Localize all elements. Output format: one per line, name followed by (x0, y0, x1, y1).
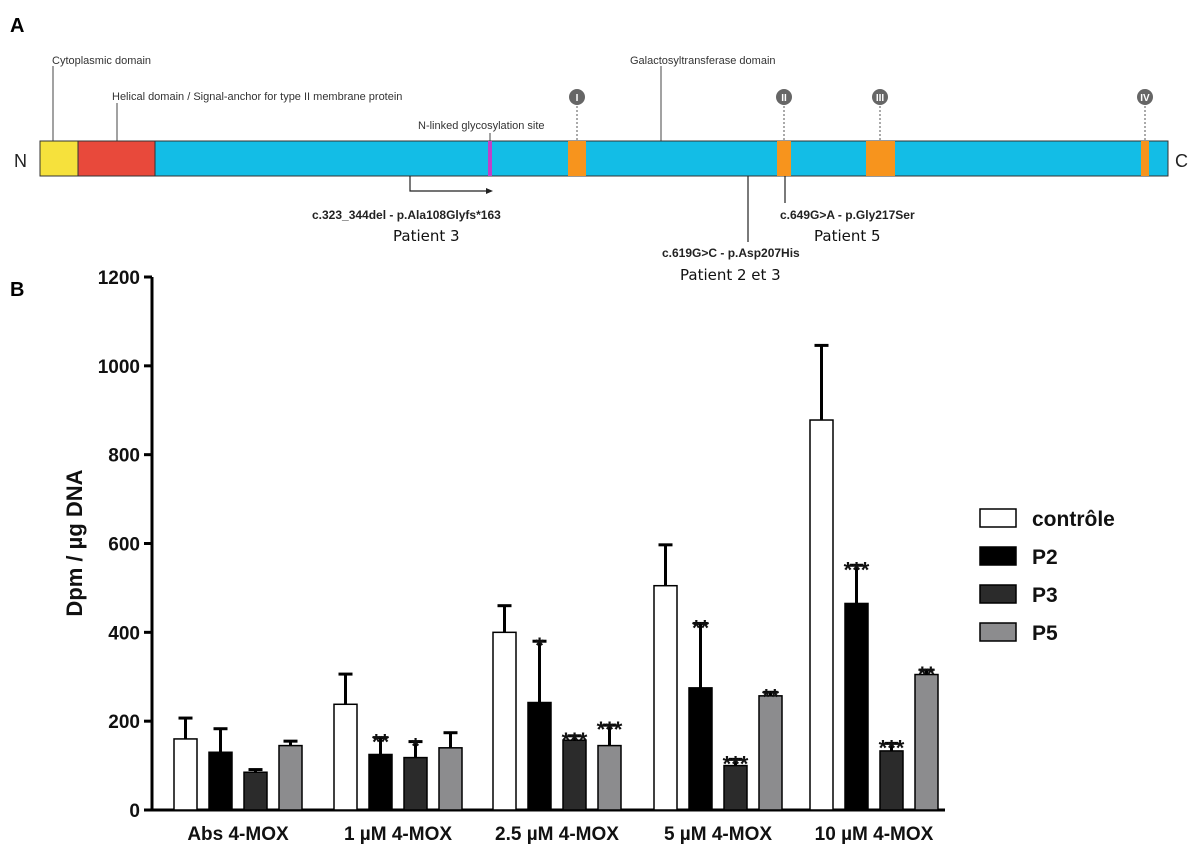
motif-iii-circle (872, 89, 888, 105)
helical-segment (77, 140, 156, 177)
legend-label: contrôle (1032, 508, 1115, 531)
bar (879, 750, 904, 811)
legend-swatch (979, 622, 1017, 642)
mutation-1-patient: Patient 3 (393, 227, 460, 245)
galactosyl-domain-label: Galactosyltransferase domain (630, 55, 776, 67)
cytoplasmic-segment (39, 140, 79, 177)
y-tick-label: 400 (108, 623, 140, 644)
bar (527, 701, 552, 811)
bar (438, 747, 463, 811)
deletion-arrow-head (486, 188, 493, 194)
panel-b-letter: B (10, 279, 24, 301)
chart-legend: contrôle P2 P3 P5 (979, 508, 1115, 645)
legend-swatch (979, 584, 1017, 604)
legend-label: P2 (1032, 546, 1058, 569)
motif-i-circle (569, 89, 585, 105)
y-tick-label: 1200 (98, 268, 140, 289)
motif-iv-segment (1141, 141, 1149, 176)
n-terminus-label: N (14, 151, 27, 171)
panel-b: B Dpm / µg DNA 0 200 400 600 800 1000 1200 Abs … (10, 268, 1115, 845)
bar (492, 631, 517, 811)
significance-label: ** (762, 684, 780, 709)
c-terminus-label: C (1175, 151, 1188, 171)
mutation-2-label: c.619G>C - p.Asp207His (662, 246, 800, 260)
motif-iii-label: III (876, 93, 885, 104)
motif-i-segment (568, 141, 586, 176)
bar (723, 764, 748, 811)
bar (758, 695, 783, 811)
motif-ii-circle (776, 89, 792, 105)
bar (208, 751, 233, 811)
significance-label: ** (372, 730, 390, 755)
x-category-label: 10 µM 4-MOX (815, 824, 934, 845)
bar (333, 703, 358, 811)
mutation-3-label: c.649G>A - p.Gly217Ser (780, 208, 915, 222)
mutation-annotations: c.323_344del - p.Ala108Glyfs*163 Patient… (312, 176, 915, 284)
panel-a: A Cytoplasmic domain Helical domain / Si… (10, 15, 1188, 284)
bar (243, 771, 268, 811)
bar (914, 673, 939, 811)
motif-iv-label: IV (1140, 93, 1150, 104)
bar (653, 584, 678, 811)
significance-label: *** (879, 735, 905, 760)
legend-label: P3 (1032, 584, 1058, 607)
x-category-label: 1 µM 4-MOX (344, 824, 452, 845)
bar (809, 419, 834, 811)
motif-markers: I II III IV (569, 89, 1153, 141)
glyco-site-label: N-linked glycosylation site (418, 120, 545, 132)
panel-a-letter: A (10, 15, 24, 37)
bar (688, 687, 713, 811)
bar (278, 744, 303, 811)
bar (368, 753, 393, 811)
significance-label: *** (723, 751, 749, 776)
legend-swatch (979, 508, 1017, 528)
motif-ii-label: II (781, 93, 787, 104)
y-axis-label: Dpm / µg DNA (62, 469, 87, 616)
significance-label: * (411, 734, 420, 759)
helical-domain-label: Helical domain / Signal-anchor for type … (112, 91, 402, 103)
y-tick-label: 600 (108, 535, 140, 556)
significance-label: *** (562, 728, 588, 753)
x-category-label: 5 µM 4-MOX (664, 824, 772, 845)
protein-bar (39, 140, 1169, 177)
bar (562, 739, 587, 811)
mutation-1-label: c.323_344del - p.Ala108Glyfs*163 (312, 208, 501, 222)
x-category-label: Abs 4-MOX (187, 824, 289, 845)
bar (844, 602, 869, 811)
motif-i-label: I (576, 93, 579, 104)
galactosyltransferase-segment (154, 140, 1169, 177)
x-category-label: 2.5 µM 4-MOX (495, 824, 619, 845)
chart-bars: ** ***** ****************** (173, 343, 939, 811)
deletion-arrow-line (409, 176, 486, 192)
y-tick-label: 200 (108, 712, 140, 733)
y-tick-label: 800 (108, 446, 140, 467)
mutation-3-patient: Patient 5 (814, 227, 881, 245)
bar (173, 738, 198, 811)
y-tick-label: 0 (129, 801, 140, 822)
glycosylation-site-mark (488, 141, 492, 176)
significance-label: ** (918, 662, 936, 687)
motif-iii-segment (866, 141, 895, 176)
significance-label: *** (844, 557, 870, 582)
bar (403, 756, 428, 811)
significance-label: ** (692, 615, 710, 640)
bar (597, 744, 622, 811)
cytoplasmic-domain-label: Cytoplasmic domain (52, 55, 151, 67)
y-tick-label: 1000 (98, 357, 140, 378)
mutation-2-patient: Patient 2 et 3 (680, 266, 781, 284)
legend-swatch (979, 546, 1017, 566)
motif-ii-segment (777, 141, 791, 176)
motif-iv-circle (1137, 89, 1153, 105)
significance-label: *** (597, 717, 623, 742)
legend-label: P5 (1032, 622, 1058, 645)
significance-label: * (535, 633, 544, 658)
